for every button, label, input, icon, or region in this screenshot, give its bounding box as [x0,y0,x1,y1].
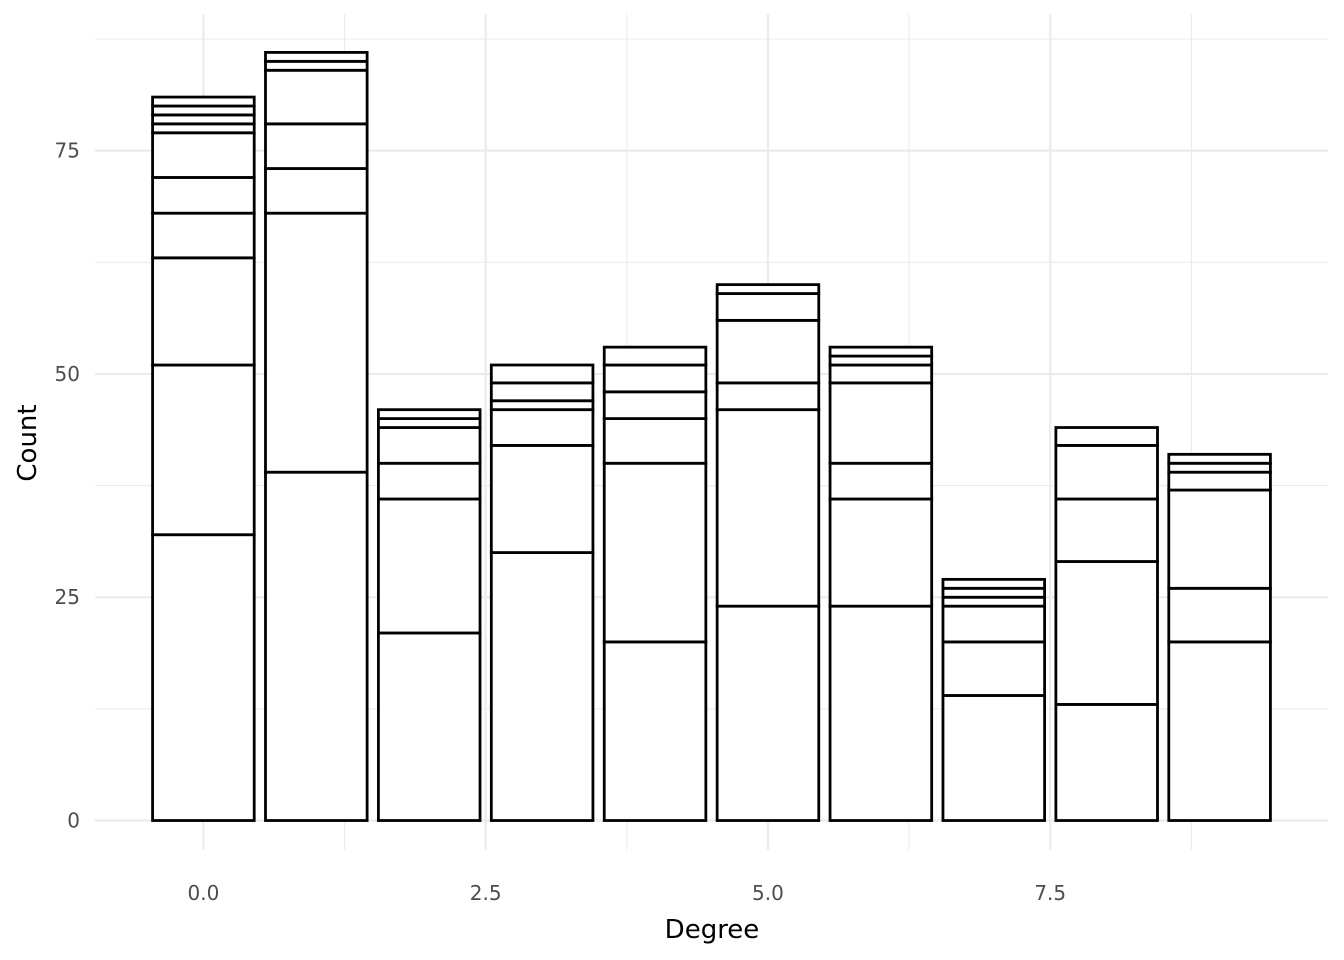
bar-stack [1167,452,1272,822]
bar-segment [715,604,821,822]
bar-segment [1054,443,1159,501]
bar-segment [941,604,1046,644]
y-tick-label: 0 [67,809,80,833]
bar-segment [264,51,369,63]
bar-segment [377,497,482,635]
bar-stack [151,95,256,822]
bar-segment [1054,426,1159,447]
bar-stack [377,408,482,822]
bars [151,51,1272,822]
bar-segment [1167,640,1272,822]
bar-segment [828,345,934,358]
bar-segment [377,408,482,421]
bar-segment [151,131,256,179]
bar-stack [602,345,708,822]
x-tick-label: 0.0 [187,881,219,905]
bar-segment [377,426,482,465]
bar-segment [264,470,369,822]
bar-segment [489,443,595,554]
bar-segment [828,363,934,385]
bar-segment [264,211,369,474]
bar-segment [151,95,256,108]
bar-segment [602,390,708,421]
bar-segment [264,68,369,126]
bar-segment [715,283,821,295]
bar-segment [828,604,934,822]
bar-stack [489,363,595,822]
bar-segment [489,408,595,447]
bar-segment [1167,452,1272,465]
bar-segment [264,167,369,215]
bar-segment [941,694,1046,822]
bar-segment [151,176,256,215]
bar-segment [1167,470,1272,492]
bar-stack [715,283,821,822]
bar-segment [151,533,256,822]
bar-segment [377,631,482,822]
bar-segment [602,345,708,367]
bar-segment [489,551,595,822]
bar-segment [1054,560,1159,706]
bar-segment [377,461,482,501]
bar-stack [828,345,934,822]
y-axis-title: Count [13,404,43,481]
bar-segment [602,417,708,465]
bar-segment [1167,586,1272,644]
bar-segment [1054,497,1159,563]
bar-segment [264,122,369,170]
y-tick-label: 25 [55,585,80,609]
bar-segment [151,256,256,367]
bar-segment [828,381,934,465]
bar-segment [602,461,708,644]
bar-stack [1054,426,1159,822]
x-tick-label: 5.0 [752,881,784,905]
bar-segment [941,640,1046,697]
bar-segment [715,318,821,385]
tick-labels: 0.0 2.5 5.0 7.5 0 25 50 75 [55,139,1067,905]
x-tick-label: 7.5 [1034,881,1066,905]
bar-segment [489,381,595,403]
bar-segment [151,363,256,537]
bar-segment [828,461,934,501]
bar-segment [715,292,821,322]
x-axis-title: Degree [665,915,760,945]
bar-segment [941,577,1046,590]
bar-segment [715,408,821,608]
bar-segment [715,381,821,412]
bar-segment [151,211,256,260]
bar-segment [602,640,708,822]
bar-segment [828,497,934,608]
y-tick-label: 50 [55,362,80,386]
bar-stack [264,51,369,822]
bar-stack [941,577,1046,822]
bar-segment [602,363,708,394]
x-tick-label: 2.5 [470,881,502,905]
bar-segment [1167,488,1272,590]
bar-segment [1054,703,1159,822]
bar-segment [489,363,595,385]
y-tick-label: 75 [55,139,80,163]
